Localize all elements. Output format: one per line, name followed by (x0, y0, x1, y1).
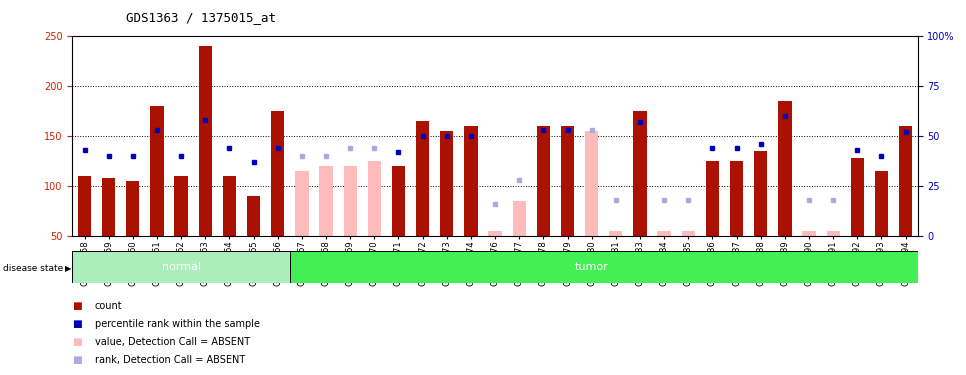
Text: count: count (95, 301, 123, 310)
Bar (537, 126, 550, 236)
Bar (440, 131, 453, 236)
Bar (320, 166, 332, 236)
Bar (271, 111, 284, 236)
Bar (610, 231, 622, 236)
Text: normal: normal (161, 262, 201, 272)
Bar (175, 176, 187, 236)
Bar (368, 161, 381, 236)
Bar (803, 231, 815, 236)
Bar (247, 196, 260, 236)
Bar (851, 158, 864, 236)
Bar (199, 46, 212, 236)
Bar (779, 101, 791, 236)
Text: disease state: disease state (3, 264, 63, 273)
Text: percentile rank within the sample: percentile rank within the sample (95, 319, 260, 328)
Text: value, Detection Call = ABSENT: value, Detection Call = ABSENT (95, 337, 250, 346)
Text: ■: ■ (72, 337, 82, 346)
Bar (78, 176, 91, 236)
Bar (392, 166, 405, 236)
Bar (513, 201, 526, 236)
Bar (290, 251, 918, 283)
Bar (102, 178, 115, 236)
Bar (730, 161, 743, 236)
Bar (682, 231, 695, 236)
Bar (127, 181, 139, 236)
Text: ■: ■ (72, 355, 82, 364)
Bar (875, 171, 888, 236)
Text: rank, Detection Call = ABSENT: rank, Detection Call = ABSENT (95, 355, 245, 364)
Bar (634, 111, 646, 236)
Bar (658, 231, 670, 236)
Text: ■: ■ (72, 319, 82, 328)
Text: tumor: tumor (575, 262, 609, 272)
Bar (561, 126, 574, 236)
Bar (344, 166, 356, 236)
Bar (223, 176, 236, 236)
Bar (416, 121, 429, 236)
Bar (72, 251, 290, 283)
Bar (827, 231, 839, 236)
Text: ▶: ▶ (65, 264, 71, 273)
Bar (899, 126, 912, 236)
Text: ■: ■ (72, 301, 82, 310)
Bar (296, 171, 308, 236)
Text: GDS1363 / 1375015_at: GDS1363 / 1375015_at (126, 11, 275, 24)
Bar (585, 131, 598, 236)
Bar (465, 126, 477, 236)
Bar (489, 231, 501, 236)
Bar (706, 161, 719, 236)
Bar (754, 151, 767, 236)
Bar (151, 106, 163, 236)
